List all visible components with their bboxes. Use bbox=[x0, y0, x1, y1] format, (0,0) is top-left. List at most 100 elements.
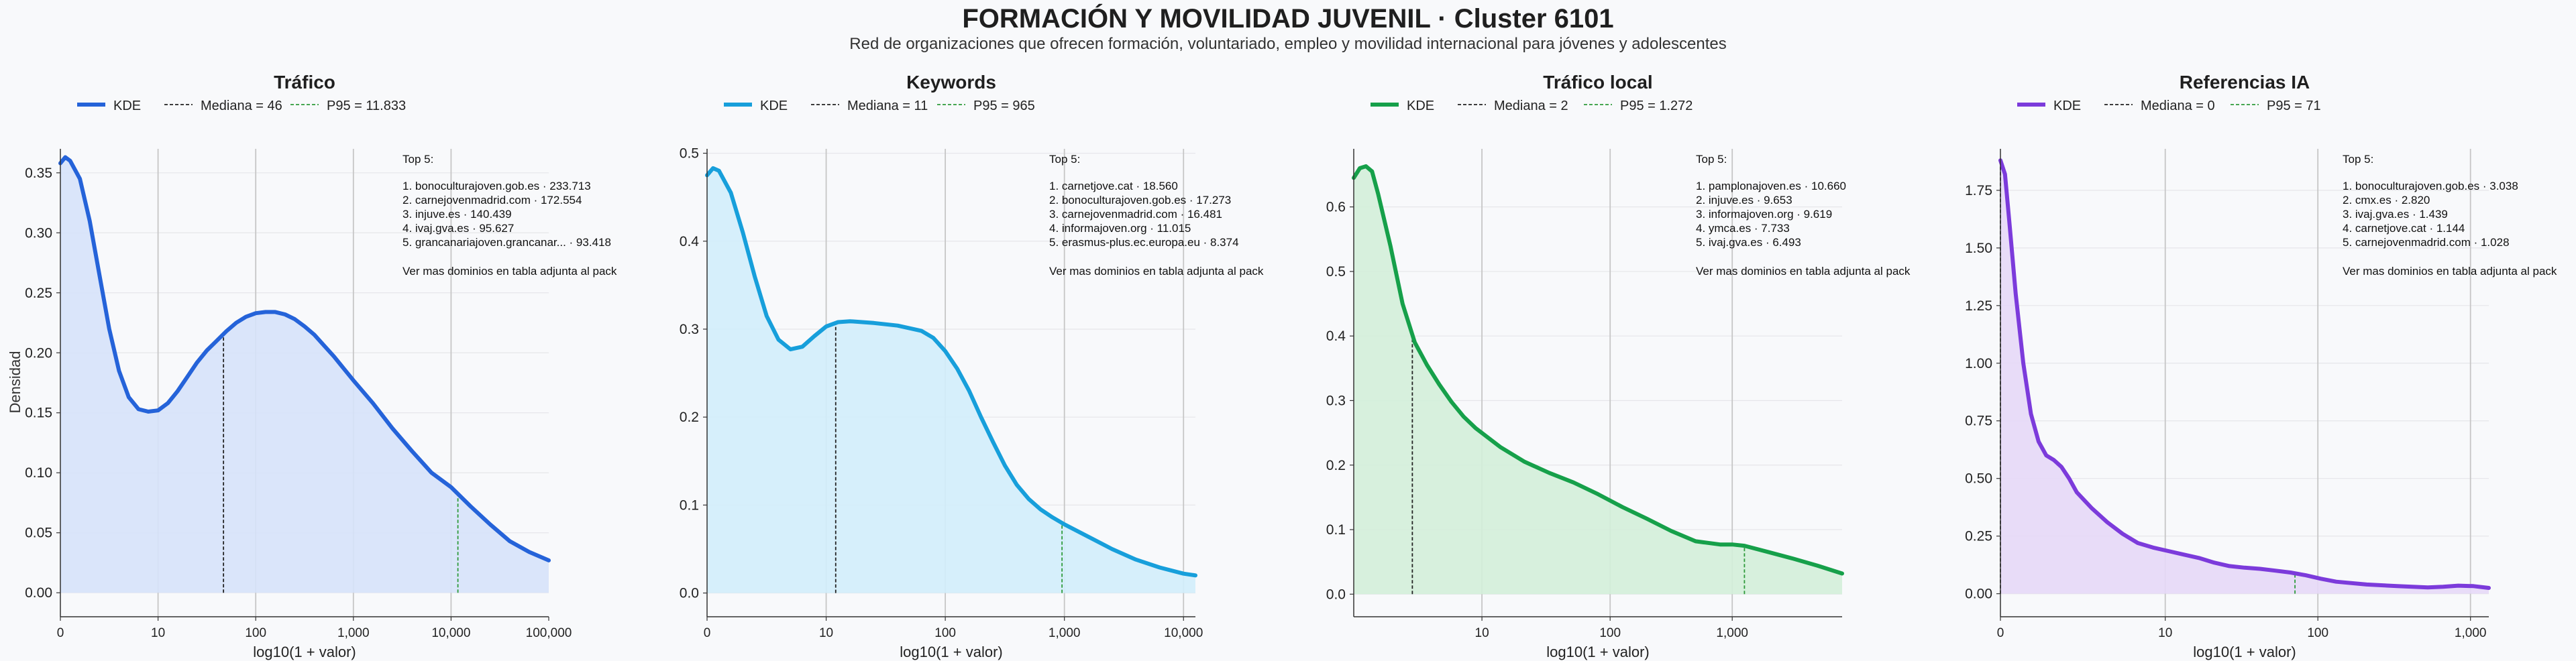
y-tick-label: 0.05 bbox=[25, 526, 52, 541]
x-tick-label: 10 bbox=[151, 626, 165, 640]
legend-p95-label: P95 = 71 bbox=[2267, 99, 2321, 113]
legend-median-label: Mediana = 2 bbox=[1494, 99, 1568, 113]
x-tick-label: 10,000 bbox=[431, 626, 470, 640]
legend-median-label: Mediana = 0 bbox=[2141, 99, 2215, 113]
top5-footer: Ver mas dominios en tabla adjunta al pac… bbox=[402, 265, 617, 278]
y-tick-label: 0.1 bbox=[680, 497, 699, 513]
top5-item: 1. pamplonajoven.es · 10.660 bbox=[1696, 180, 1846, 192]
top5-header: Top 5: bbox=[1049, 153, 1080, 166]
y-tick-label: 0.20 bbox=[25, 345, 52, 361]
x-tick-label: 0 bbox=[1997, 626, 2004, 640]
x-tick-label: 100 bbox=[245, 626, 266, 640]
top5-item: 3. injuve.es · 140.439 bbox=[402, 208, 512, 221]
top5-footer: Ver mas dominios en tabla adjunta al pac… bbox=[1049, 265, 1264, 278]
x-tick-label: 10,000 bbox=[1164, 626, 1203, 640]
y-tick-label: 0.10 bbox=[25, 465, 52, 481]
top5-item: 3. informajoven.org · 9.619 bbox=[1696, 208, 1832, 221]
legend-p95-label: P95 = 965 bbox=[973, 99, 1035, 113]
y-tick-label: 0.3 bbox=[680, 322, 699, 337]
y-tick-label: 1.00 bbox=[1965, 356, 1992, 371]
x-tick-label: 0 bbox=[704, 626, 711, 640]
x-axis-label: log10(1 + valor) bbox=[900, 644, 1002, 660]
kde-line bbox=[1352, 164, 1844, 576]
y-tick-label: 0.5 bbox=[680, 146, 699, 162]
panel-title: Keywords bbox=[906, 72, 996, 93]
x-tick-label: 100 bbox=[1599, 626, 1621, 640]
top5-item: 1. bonoculturajoven.gob.es · 3.038 bbox=[2343, 180, 2518, 192]
top5-footer: Ver mas dominios en tabla adjunta al pac… bbox=[2343, 265, 2557, 278]
kde-area bbox=[707, 168, 1195, 593]
y-tick-label: 0.2 bbox=[680, 410, 699, 425]
top5-item: 2. injuve.es · 9.653 bbox=[1696, 194, 1792, 206]
y-tick-label: 0.4 bbox=[1326, 328, 1346, 344]
legend-median-label: Mediana = 46 bbox=[201, 99, 282, 113]
y-tick-label: 0.2 bbox=[1326, 458, 1346, 473]
top5-item: 2. bonoculturajoven.gob.es · 17.273 bbox=[1049, 194, 1231, 206]
legend-median-label: Mediana = 11 bbox=[847, 99, 928, 113]
y-tick-label: 1.25 bbox=[1965, 298, 1992, 314]
x-axis-label: log10(1 + valor) bbox=[253, 644, 356, 660]
y-tick-label: 0.00 bbox=[1965, 587, 1992, 602]
kde-area bbox=[60, 157, 549, 593]
x-tick-label: 100 bbox=[2307, 626, 2328, 640]
top5-item: 5. carnejovenmadrid.com · 1.028 bbox=[2343, 236, 2510, 249]
y-tick-label: 0.4 bbox=[680, 234, 700, 249]
y-tick-label: 1.50 bbox=[1965, 241, 1992, 256]
x-tick-label: 1,000 bbox=[2455, 626, 2487, 640]
top5-item: 2. carnejovenmadrid.com · 172.554 bbox=[402, 194, 582, 206]
panel-title: Tráfico local bbox=[1543, 72, 1652, 93]
kde-area bbox=[2000, 160, 2489, 594]
x-tick-label: 1,000 bbox=[1716, 626, 1748, 640]
top5-item: 1. bonoculturajoven.gob.es · 233.713 bbox=[402, 180, 591, 192]
legend-kde-label: KDE bbox=[760, 99, 788, 113]
y-tick-label: 0.0 bbox=[680, 586, 699, 601]
y-tick-label: 0.15 bbox=[25, 406, 52, 421]
y-tick-label: 0.50 bbox=[1965, 471, 1992, 487]
top5-item: 4. ivaj.gva.es · 95.627 bbox=[402, 222, 514, 235]
x-axis-label: log10(1 + valor) bbox=[1546, 644, 1649, 660]
kde-line bbox=[58, 155, 551, 562]
legend-kde-label: KDE bbox=[1407, 99, 1434, 113]
legend-kde-label: KDE bbox=[2053, 99, 2081, 113]
x-tick-label: 10 bbox=[819, 626, 833, 640]
kde-line bbox=[1998, 158, 2491, 590]
panel-title: Referencias IA bbox=[2180, 72, 2310, 93]
panel-title: Tráfico bbox=[274, 72, 335, 93]
legend-p95-label: P95 = 1.272 bbox=[1620, 99, 1693, 113]
y-tick-label: 0.25 bbox=[25, 286, 52, 301]
y-tick-label: 0.00 bbox=[25, 585, 52, 601]
x-tick-label: 100,000 bbox=[526, 626, 572, 640]
x-tick-label: 1,000 bbox=[337, 626, 370, 640]
x-tick-label: 10 bbox=[1475, 626, 1489, 640]
y-tick-label: 0.3 bbox=[1326, 393, 1346, 408]
y-tick-label: 0.1 bbox=[1326, 522, 1346, 538]
top5-header: Top 5: bbox=[1696, 153, 1727, 166]
x-tick-label: 1,000 bbox=[1049, 626, 1081, 640]
x-tick-label: 100 bbox=[934, 626, 956, 640]
legend-kde-label: KDE bbox=[113, 99, 141, 113]
kde-line bbox=[705, 166, 1197, 578]
top5-item: 3. ivaj.gva.es · 1.439 bbox=[2343, 208, 2448, 221]
y-tick-label: 1.75 bbox=[1965, 183, 1992, 198]
y-tick-label: 0.75 bbox=[1965, 414, 1992, 429]
top5-header: Top 5: bbox=[2343, 153, 2373, 166]
top5-footer: Ver mas dominios en tabla adjunta al pac… bbox=[1696, 265, 1911, 278]
top5-item: 4. informajoven.org · 11.015 bbox=[1049, 222, 1191, 235]
legend-p95-label: P95 = 11.833 bbox=[327, 99, 406, 113]
y-tick-label: 0.0 bbox=[1326, 587, 1346, 602]
x-tick-label: 0 bbox=[57, 626, 64, 640]
top5-item: 1. carnetjove.cat · 18.560 bbox=[1049, 180, 1178, 192]
y-axis-label: Densidad bbox=[7, 351, 23, 414]
top5-item: 4. ymca.es · 7.733 bbox=[1696, 222, 1790, 235]
top5-item: 5. grancanariajoven.grancanar... · 93.41… bbox=[402, 236, 611, 249]
top5-header: Top 5: bbox=[402, 153, 433, 166]
x-axis-label: log10(1 + valor) bbox=[2193, 644, 2296, 660]
page-title: FORMACIÓN Y MOVILIDAD JUVENIL · Cluster … bbox=[962, 4, 1614, 34]
top5-item: 5. ivaj.gva.es · 6.493 bbox=[1696, 236, 1801, 249]
y-tick-label: 0.5 bbox=[1326, 264, 1346, 280]
y-tick-label: 0.35 bbox=[25, 166, 52, 181]
y-tick-label: 0.25 bbox=[1965, 529, 1992, 544]
top5-item: 5. erasmus-plus.ec.europa.eu · 8.374 bbox=[1049, 236, 1239, 249]
y-tick-label: 0.30 bbox=[25, 225, 52, 241]
